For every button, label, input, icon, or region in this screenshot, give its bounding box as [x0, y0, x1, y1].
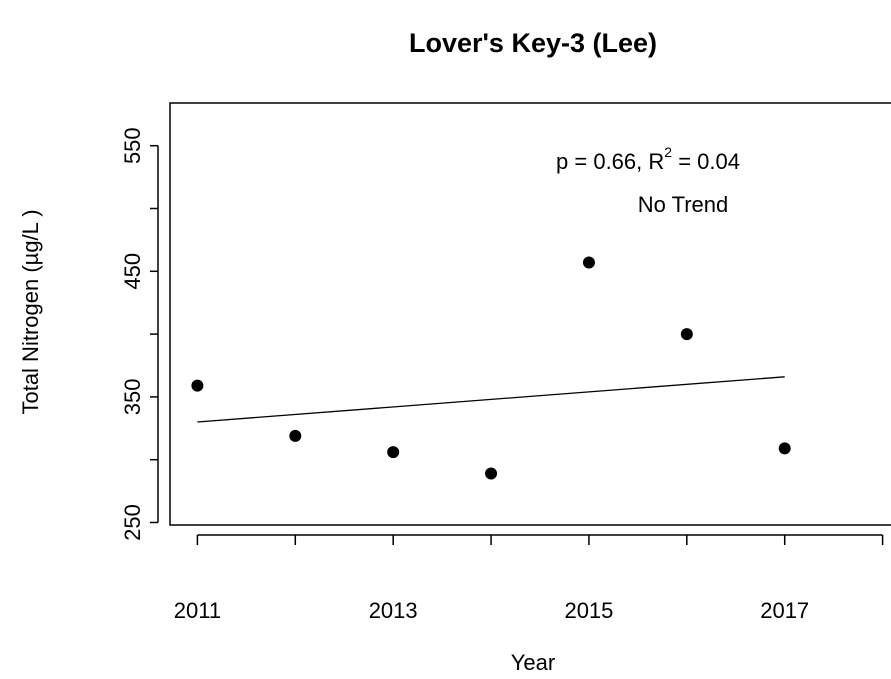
- point: [289, 429, 302, 442]
- point: [778, 442, 791, 455]
- y-tick-label: 550: [120, 127, 145, 164]
- chart-title: Lover's Key-3 (Lee): [409, 28, 657, 58]
- point: [485, 467, 498, 480]
- point: [191, 379, 204, 392]
- y-tick-label: 450: [120, 253, 145, 290]
- x-tick-label: 2013: [369, 598, 418, 623]
- y-tick-label: 250: [120, 504, 145, 541]
- x-tick-label: 2017: [760, 598, 809, 623]
- annotation-note: No Trend: [638, 192, 729, 217]
- annotation: p = 0.66, R2 = 0.04: [556, 144, 740, 174]
- annotation-part: p = 0.66, R: [556, 149, 664, 174]
- x-axis-label: Year: [511, 650, 555, 675]
- x-tick-label: 2015: [564, 598, 613, 623]
- y-axis-label: Total Nitrogen (µg/L ): [18, 209, 43, 414]
- trend-line: [197, 376, 785, 423]
- point: [680, 328, 693, 341]
- point: [582, 256, 595, 269]
- point: [387, 446, 400, 459]
- annotation-part: 2: [664, 144, 672, 160]
- y-tick-label: 350: [120, 379, 145, 416]
- x-tick-label: 2011: [174, 598, 221, 623]
- plot-box: [169, 102, 891, 526]
- annotation-part: = 0.04: [672, 149, 740, 174]
